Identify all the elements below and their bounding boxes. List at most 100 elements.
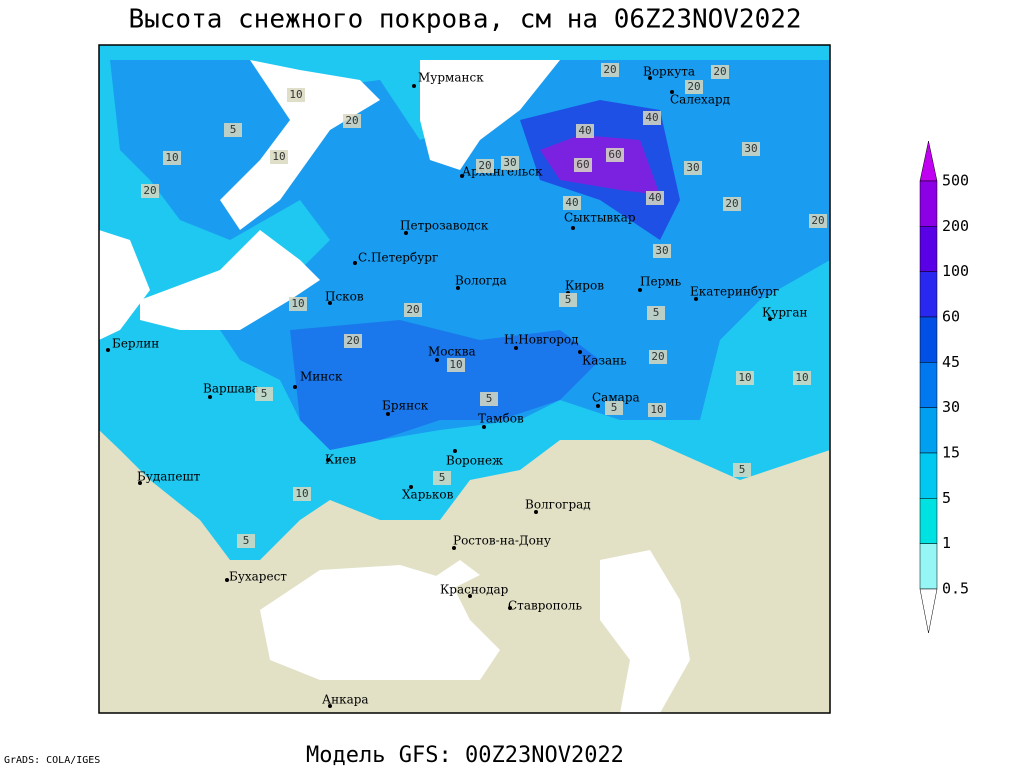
contour-label-bg bbox=[601, 63, 619, 77]
city-dot bbox=[106, 348, 110, 352]
city-dot bbox=[534, 510, 538, 514]
contour-label: 5 bbox=[243, 534, 250, 547]
contour-label: 30 bbox=[655, 244, 668, 257]
contour-label-bg bbox=[344, 334, 362, 348]
city-dot bbox=[694, 297, 698, 301]
city-label: Варшава bbox=[203, 382, 259, 396]
city-dot bbox=[293, 385, 297, 389]
city-dot bbox=[578, 350, 582, 354]
contour-label: 40 bbox=[565, 196, 578, 209]
contour-label: 40 bbox=[645, 111, 658, 124]
city-label: Анкара bbox=[322, 693, 369, 707]
contour-label: 20 bbox=[345, 114, 358, 127]
city-label: С.Петербург bbox=[358, 251, 438, 265]
contour-label: 10 bbox=[272, 150, 285, 163]
city-dot bbox=[768, 317, 772, 321]
city-label: Брянск bbox=[382, 399, 429, 413]
contour-label: 5 bbox=[611, 401, 618, 414]
sea-north bbox=[99, 230, 150, 340]
city-dot bbox=[452, 546, 456, 550]
colorbar-box bbox=[919, 362, 938, 408]
contour-label: 10 bbox=[291, 297, 304, 310]
contour-label-bg bbox=[742, 142, 760, 156]
contour-label: 30 bbox=[503, 156, 516, 169]
contour-label-bg bbox=[576, 124, 594, 138]
contour-label: 5 bbox=[565, 293, 572, 306]
city-dot bbox=[409, 485, 413, 489]
contour-label-bg bbox=[270, 150, 288, 164]
contour-label-bg bbox=[141, 184, 159, 198]
city-label: Будапешт bbox=[137, 470, 201, 484]
city-label: Киров bbox=[565, 279, 604, 293]
city-dot bbox=[208, 395, 212, 399]
contour-label: 40 bbox=[578, 124, 591, 137]
city-label: Салехард bbox=[670, 93, 730, 107]
city-label: Курган bbox=[762, 306, 807, 320]
contour-label-bg bbox=[255, 387, 273, 401]
contour-label: 20 bbox=[651, 350, 664, 363]
contour-label: 60 bbox=[608, 148, 621, 161]
city-dot bbox=[670, 90, 674, 94]
city-label: Сыктывкар bbox=[564, 211, 636, 225]
contour-label-bg bbox=[501, 156, 519, 170]
contour-label: 20 bbox=[687, 80, 700, 93]
city-label: Казань bbox=[582, 354, 627, 368]
city-label: Волгоград bbox=[525, 498, 591, 512]
contour-label: 10 bbox=[738, 371, 751, 384]
contour-label-bg bbox=[647, 306, 665, 320]
contour-label: 20 bbox=[713, 65, 726, 78]
city-dot bbox=[435, 358, 439, 362]
colorbar-top bbox=[919, 140, 938, 182]
contour-label: 10 bbox=[165, 151, 178, 164]
colorbar-label: 1 bbox=[942, 534, 951, 552]
contour-label-bg bbox=[606, 148, 624, 162]
contour-label-bg bbox=[653, 244, 671, 258]
contour-label-bg bbox=[736, 371, 754, 385]
city-dot bbox=[353, 261, 357, 265]
city-label: Пермь bbox=[640, 275, 682, 289]
city-label: Краснодар bbox=[440, 583, 509, 597]
city-label: Берлин bbox=[112, 337, 159, 351]
city-label: Воркута bbox=[643, 65, 695, 79]
colorbar-box bbox=[919, 316, 938, 363]
city-dot bbox=[328, 704, 332, 708]
city-label: Киев bbox=[325, 453, 356, 467]
city-label: Воронеж bbox=[446, 454, 503, 468]
contour-label: 20 bbox=[811, 214, 824, 227]
city-dot bbox=[514, 346, 518, 350]
colorbar-label: 15 bbox=[942, 444, 960, 462]
colorbar-label: 0.5 bbox=[942, 580, 969, 598]
city-dot bbox=[138, 481, 142, 485]
contour-label-bg bbox=[793, 371, 811, 385]
sea-bothnia bbox=[220, 60, 380, 230]
contour-label-bg bbox=[559, 293, 577, 307]
colorbar-bottom bbox=[919, 588, 938, 634]
city-label: Н.Новгород bbox=[504, 333, 579, 347]
colorbar-label: 5 bbox=[942, 489, 951, 507]
title: Высота снежного покрова, см на 06Z23NOV2… bbox=[128, 5, 801, 35]
snow-deeper bbox=[290, 320, 600, 450]
sea-caspian bbox=[600, 550, 690, 713]
contour-label-bg bbox=[404, 303, 422, 317]
contour-label: 20 bbox=[603, 63, 616, 76]
contour-label: 10 bbox=[650, 403, 663, 416]
contour-label-bg bbox=[685, 80, 703, 94]
city-dot bbox=[453, 449, 457, 453]
city-dot bbox=[326, 458, 330, 462]
city-dot bbox=[225, 578, 229, 582]
contour-label: 20 bbox=[478, 159, 491, 172]
sea-azov bbox=[430, 560, 480, 590]
colorbar-label: 30 bbox=[942, 398, 960, 416]
colorbar-box bbox=[919, 452, 938, 499]
contour-label-bg bbox=[447, 358, 465, 372]
city-label: Псков bbox=[325, 290, 364, 304]
contour-label: 60 bbox=[576, 158, 589, 171]
contour-label: 5 bbox=[230, 123, 237, 136]
colorbar-label: 500 bbox=[942, 172, 969, 190]
contour-label: 30 bbox=[744, 142, 757, 155]
contour-label-bg bbox=[563, 196, 581, 210]
contour-label-bg bbox=[476, 159, 494, 173]
contour-label: 20 bbox=[143, 184, 156, 197]
city-dot bbox=[468, 594, 472, 598]
city-dot bbox=[638, 288, 642, 292]
